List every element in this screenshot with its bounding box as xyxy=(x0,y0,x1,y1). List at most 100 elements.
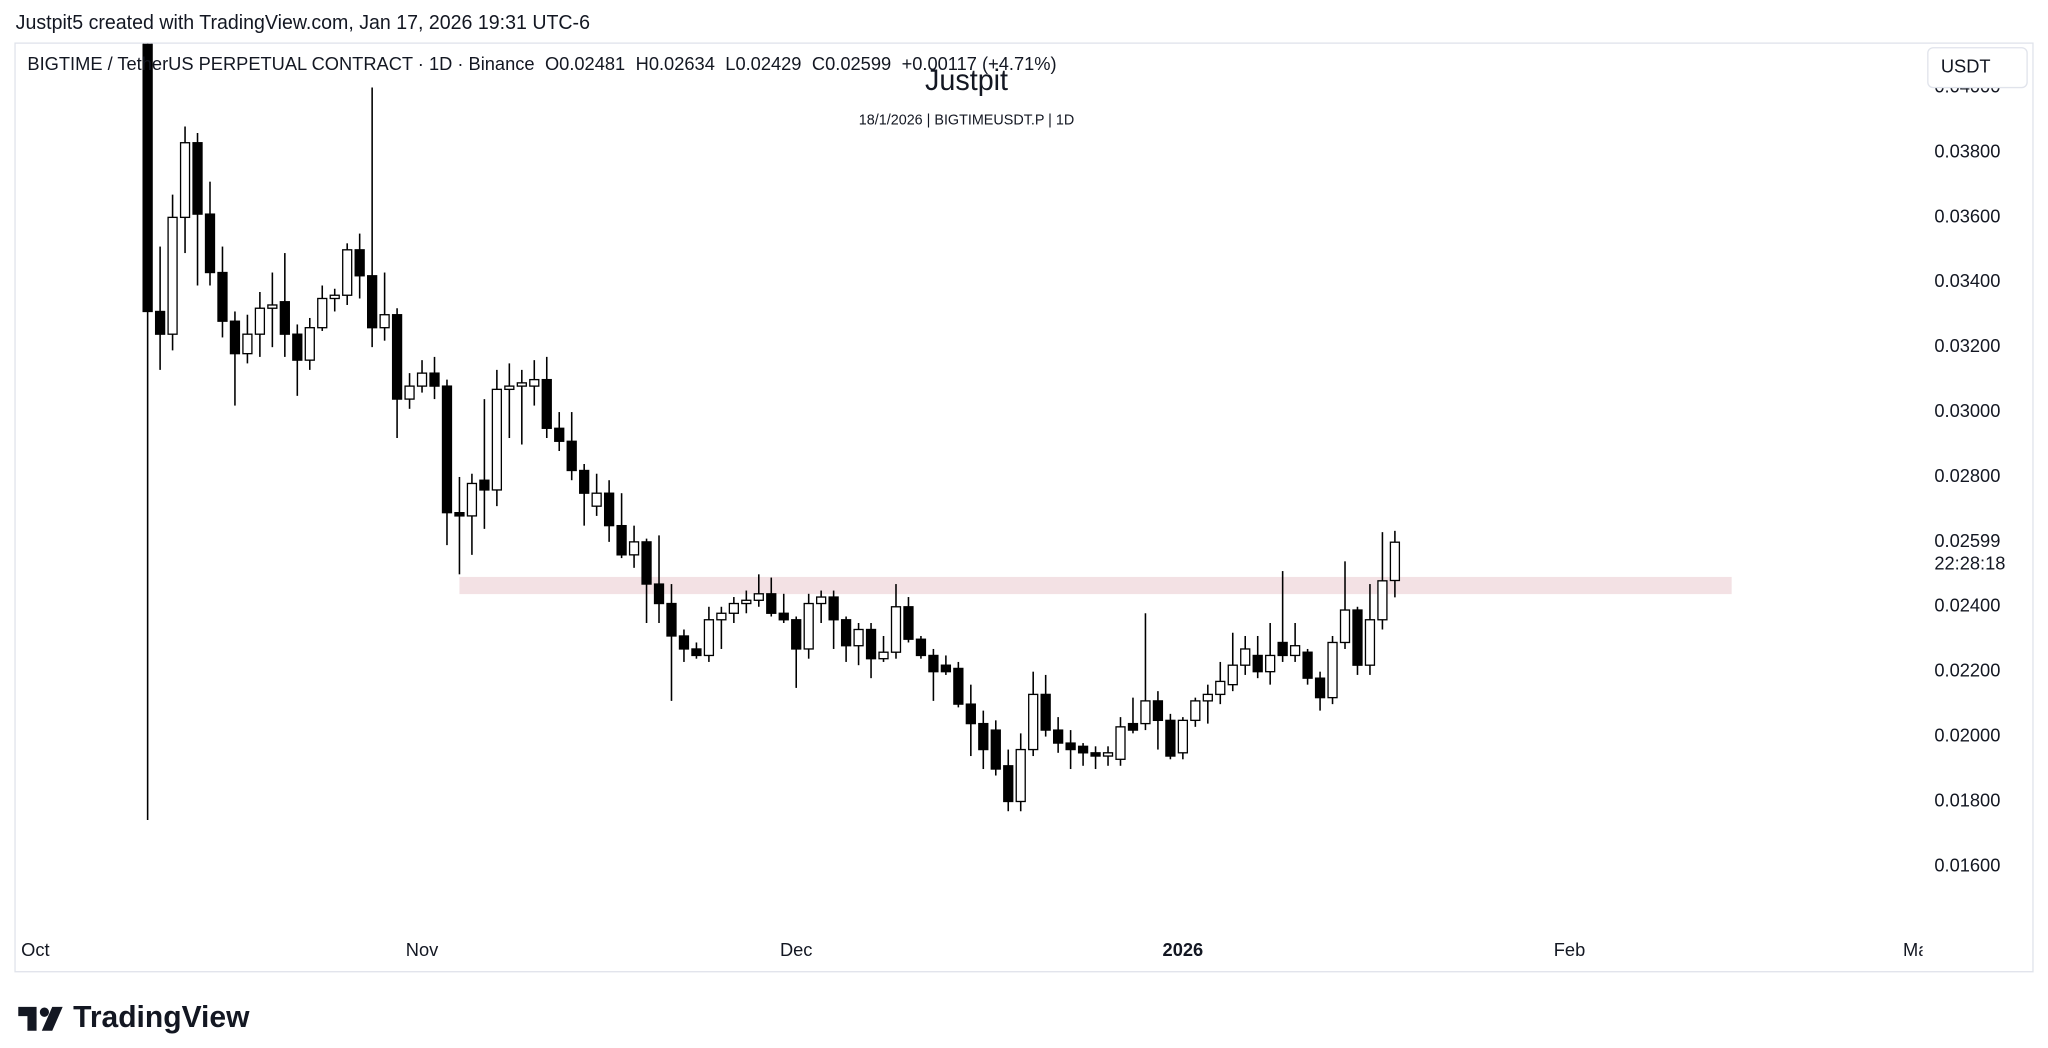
candle-body xyxy=(628,541,640,556)
candle-body xyxy=(579,469,590,494)
candle-body xyxy=(1339,609,1351,644)
y-tick-label: 0.02200 xyxy=(1934,659,2000,680)
candle-body xyxy=(1277,641,1288,657)
candle-body xyxy=(554,427,565,442)
x-axis: Oct Nov Dec 2026 Feb Mar xyxy=(21,933,1934,960)
y-tick-label: 0.01800 xyxy=(1934,789,2000,810)
candle-body xyxy=(1127,722,1139,731)
candle-body xyxy=(317,297,328,329)
candle-body xyxy=(965,703,976,725)
candle-body xyxy=(1177,719,1189,754)
candle-body xyxy=(1028,693,1039,751)
candle-body xyxy=(179,142,191,219)
candle-body xyxy=(217,271,228,322)
candle-body xyxy=(304,327,315,361)
candle-body xyxy=(953,667,964,705)
candle-body xyxy=(1227,664,1238,686)
price-zone xyxy=(459,576,1732,595)
x-tick-label: 2026 xyxy=(1163,939,1204,960)
logo-icon-slash xyxy=(41,1006,63,1031)
candle-body xyxy=(1152,700,1164,722)
candle-body xyxy=(728,602,739,614)
candle-body xyxy=(1352,609,1363,666)
candle-body xyxy=(1302,651,1313,679)
candle-body xyxy=(292,333,303,361)
candle-body xyxy=(566,440,577,472)
candle-body xyxy=(142,43,153,313)
symbol-title: BIGTIME / TetherUS PERPETUAL CONTRACT · … xyxy=(27,53,534,74)
candle-body xyxy=(1052,729,1064,744)
candle-body xyxy=(1215,680,1226,696)
candle-body xyxy=(990,729,1001,770)
candle-body xyxy=(1165,719,1176,757)
candle-body xyxy=(791,619,802,650)
candle-body xyxy=(391,314,403,400)
candle-body xyxy=(379,314,390,329)
candle-body xyxy=(666,602,677,637)
candle-body xyxy=(454,512,465,517)
candle-body xyxy=(1327,641,1338,699)
candle-body xyxy=(1289,645,1301,657)
candle-body xyxy=(978,722,989,751)
candle-body xyxy=(878,651,889,660)
candle-body xyxy=(1364,619,1376,666)
candle-body xyxy=(890,606,902,653)
close-value: C0.02599 xyxy=(812,53,891,74)
candle-body xyxy=(504,385,515,391)
candle-body xyxy=(167,216,178,335)
x-tick-label: Oct xyxy=(21,939,49,960)
candle-body xyxy=(279,301,290,335)
candle-body xyxy=(254,307,266,335)
y-tick-label: 0.03400 xyxy=(1934,270,2000,291)
candle-body xyxy=(1015,748,1026,803)
candle-body xyxy=(229,320,241,355)
candle-body xyxy=(1202,693,1213,702)
candle-body xyxy=(691,648,702,657)
candle-body xyxy=(940,664,952,673)
candle-body xyxy=(840,619,852,647)
candle-body xyxy=(778,612,789,621)
x-tick-label: Mar xyxy=(1903,939,1934,960)
candle-body xyxy=(192,142,203,215)
y-tick-label: 0.02400 xyxy=(1934,595,2000,616)
high-value: H0.02634 xyxy=(636,53,715,74)
candle-body xyxy=(479,479,490,491)
candle-body xyxy=(516,382,527,387)
last-price-label: 0.02599 xyxy=(1934,530,2000,551)
attribution: Justpit5 created with TradingView.com, J… xyxy=(16,12,590,34)
candle-body xyxy=(366,275,378,329)
candle-body xyxy=(853,628,864,647)
watermark-subtitle: 18/1/2026 | BIGTIMEUSDT.P | 1D xyxy=(859,112,1074,128)
candle-body xyxy=(741,599,752,605)
candle-body xyxy=(1240,648,1251,666)
candle-body xyxy=(204,213,216,274)
x-tick-label: Dec xyxy=(780,939,812,960)
y-tick-label: 0.03200 xyxy=(1934,335,2000,356)
candle-body xyxy=(541,378,552,429)
currency-label[interactable]: USDT xyxy=(1941,55,1991,76)
candle-body xyxy=(1252,654,1263,673)
candle-body xyxy=(154,310,166,335)
candle-body xyxy=(1003,765,1014,803)
candle-body xyxy=(716,612,727,621)
candle-body xyxy=(342,249,353,296)
candle-body xyxy=(1377,580,1388,621)
candle-body xyxy=(1077,745,1089,754)
y-tick-label: 0.02800 xyxy=(1934,465,2000,486)
plot-area xyxy=(142,43,1732,820)
candle-body xyxy=(616,524,627,556)
currency-button[interactable] xyxy=(1927,47,2028,89)
y-tick-label: 0.03000 xyxy=(1934,400,2000,421)
candle-body xyxy=(678,635,690,650)
candle-body xyxy=(591,492,602,507)
candle-body xyxy=(653,583,665,605)
logo-text: TradingView xyxy=(73,1001,250,1034)
candle-body xyxy=(1314,677,1326,699)
y-tick-label: 0.03600 xyxy=(1934,205,2000,226)
candle-body xyxy=(441,385,453,514)
candle-body xyxy=(915,638,927,657)
candle-body xyxy=(1389,541,1401,582)
countdown-label: 22:28:18 xyxy=(1934,553,2005,574)
candle-body xyxy=(1140,700,1151,725)
candle-body xyxy=(329,294,340,300)
